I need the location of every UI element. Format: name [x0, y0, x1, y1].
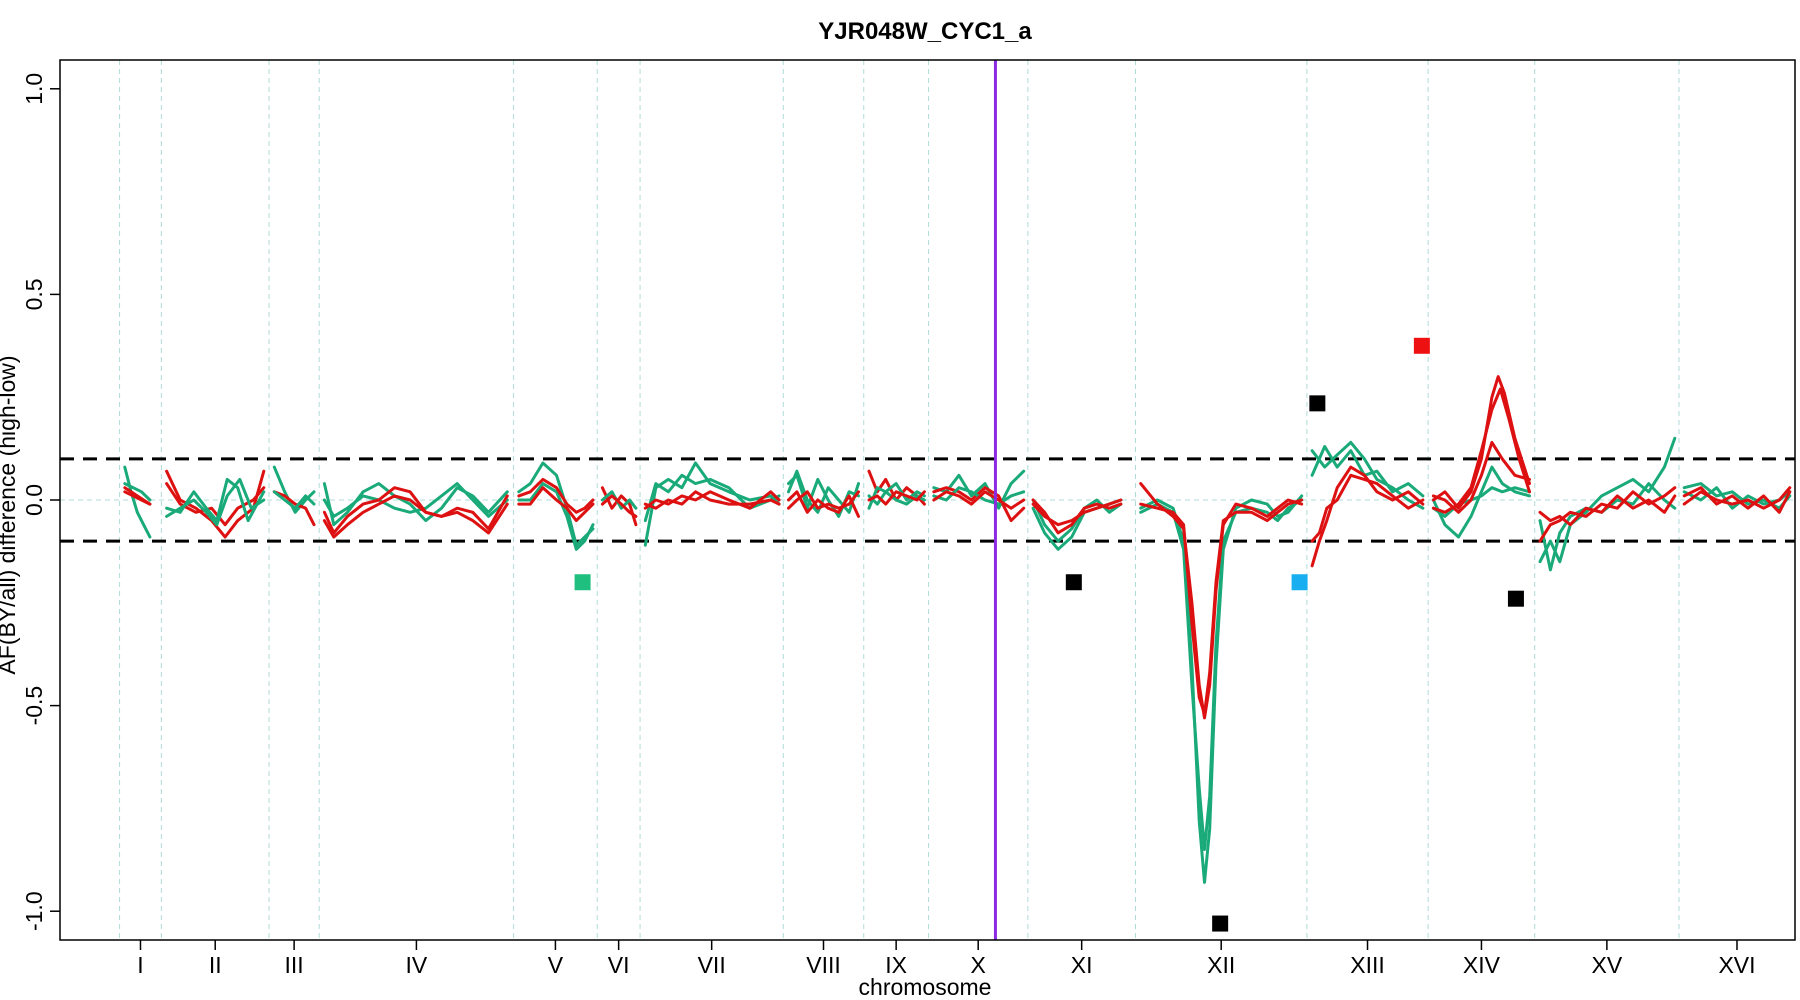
series-line	[643, 473, 781, 523]
peak-marker	[574, 574, 591, 591]
series-line	[165, 469, 266, 539]
series-line	[1310, 465, 1425, 568]
y-axis-label: AF(BY/all) difference (high-low)	[0, 355, 20, 674]
series-line	[1431, 486, 1531, 518]
x-tick-label: VII	[698, 952, 726, 978]
y-tick-label: -0.5	[21, 686, 47, 726]
x-tick-label: VIII	[806, 952, 841, 978]
x-tick-label: III	[285, 952, 304, 978]
x-tick-label: X	[971, 952, 986, 978]
x-tick-label: V	[548, 952, 564, 978]
series-line	[322, 482, 509, 527]
series-line	[867, 490, 926, 506]
grid-lines	[60, 60, 1796, 940]
series-line	[517, 461, 595, 547]
series-lines	[123, 375, 1792, 884]
x-axis-label: chromosome	[859, 974, 992, 1000]
series-line	[1139, 498, 1304, 716]
series-line	[1310, 473, 1425, 543]
series-line	[517, 477, 595, 514]
x-tick-label: IV	[406, 952, 428, 978]
series-line	[123, 482, 152, 502]
series-line	[932, 490, 1026, 510]
x-tick-label: IX	[885, 952, 907, 978]
series-line	[272, 490, 316, 510]
x-tick-label: XIV	[1463, 952, 1501, 978]
x-tick-label: XVI	[1718, 952, 1755, 978]
peak-markers	[574, 337, 1524, 932]
series-line	[1682, 482, 1792, 510]
y-tick-label: -1.0	[21, 891, 47, 931]
series-line	[322, 494, 509, 539]
series-line	[1031, 498, 1123, 527]
plot-frame	[59, 59, 1796, 941]
peak-marker	[1065, 574, 1082, 591]
series-line	[1538, 486, 1677, 543]
series-line	[932, 486, 1026, 523]
series-line	[1431, 387, 1531, 514]
peak-marker	[1212, 915, 1229, 932]
series-line	[600, 494, 638, 518]
series-line	[932, 469, 1026, 510]
series-line	[1682, 486, 1792, 510]
peak-marker	[1309, 395, 1326, 412]
series-line	[1431, 440, 1531, 514]
series-line	[600, 486, 638, 527]
series-line	[1538, 494, 1677, 527]
series-line	[643, 461, 781, 547]
x-tick-label: XV	[1592, 952, 1623, 978]
series-line	[272, 490, 316, 527]
x-tick-label: XI	[1071, 952, 1093, 978]
series-line	[123, 465, 152, 539]
series-line	[165, 477, 266, 527]
series-line	[787, 469, 860, 514]
series-line	[867, 482, 926, 510]
threshold-lines	[60, 457, 1795, 543]
chart-title: YJR048W_CYC1_a	[818, 18, 1032, 45]
peak-marker	[1507, 590, 1524, 607]
series-line	[600, 490, 638, 510]
x-tick-label: XII	[1207, 952, 1235, 978]
peak-marker	[1413, 337, 1430, 354]
x-tick-label: I	[137, 952, 143, 978]
y-tick-label: 0.0	[21, 484, 47, 516]
axes: -1.0-0.50.00.51.0I II III IV V VI VII VIII IX X XI…	[21, 73, 1756, 978]
series-line	[123, 490, 152, 506]
series-line	[932, 486, 1026, 506]
series-line	[322, 482, 509, 518]
series-line	[517, 486, 595, 523]
series-line	[1310, 445, 1425, 498]
y-tick-label: 1.0	[21, 73, 47, 105]
series-line	[1538, 436, 1677, 564]
series-line	[322, 486, 509, 535]
series-line	[643, 490, 781, 510]
series-line	[867, 490, 926, 506]
y-tick-label: 0.5	[21, 278, 47, 310]
series-line	[787, 490, 860, 510]
x-tick-label: VI	[608, 952, 630, 978]
x-tick-label: XIII	[1350, 952, 1385, 978]
peak-marker	[1291, 574, 1308, 591]
series-line	[787, 490, 860, 518]
x-tick-label: II	[209, 952, 222, 978]
